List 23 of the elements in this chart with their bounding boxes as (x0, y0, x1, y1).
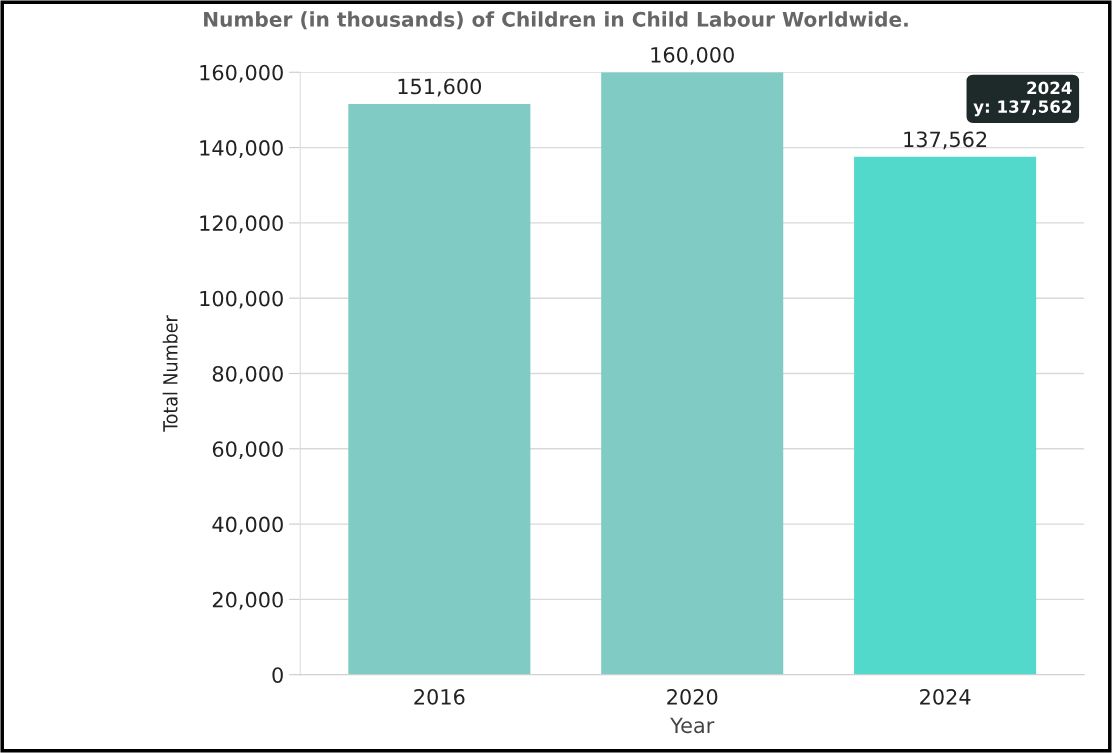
y-tick-label: 0 (272, 667, 283, 683)
annotation: y: 137,562 (973, 100, 1071, 117)
y-tick-label: 100,000 (200, 290, 283, 309)
x-tick-label: 2020 (667, 688, 718, 705)
bar (601, 72, 784, 675)
x-tick-label: 2016 (414, 688, 465, 705)
y-tick-label: 120,000 (200, 215, 283, 234)
data-label: 160,000 (651, 46, 734, 65)
y-tick-label: 40,000 (212, 516, 283, 535)
y-tick-label: 80,000 (212, 365, 283, 384)
data-label: 151,600 (398, 78, 482, 97)
y-axis-title: Total Number (162, 315, 178, 432)
x-axis-title: Year (670, 717, 715, 734)
x-tick-label: 2024 (920, 688, 971, 705)
chart-title: Number (in thousands) of Children in Child Labour Worldwide. (204, 11, 908, 30)
y-tick-label: 160,000 (200, 64, 283, 83)
annotation: 2024 (1027, 81, 1072, 95)
bar (348, 103, 531, 675)
bar (854, 156, 1037, 675)
y-tick-label: 20,000 (212, 591, 283, 610)
data-label: 137,562 (904, 131, 987, 150)
y-tick-label: 140,000 (200, 140, 283, 158)
y-tick-label: 60,000 (212, 441, 283, 460)
